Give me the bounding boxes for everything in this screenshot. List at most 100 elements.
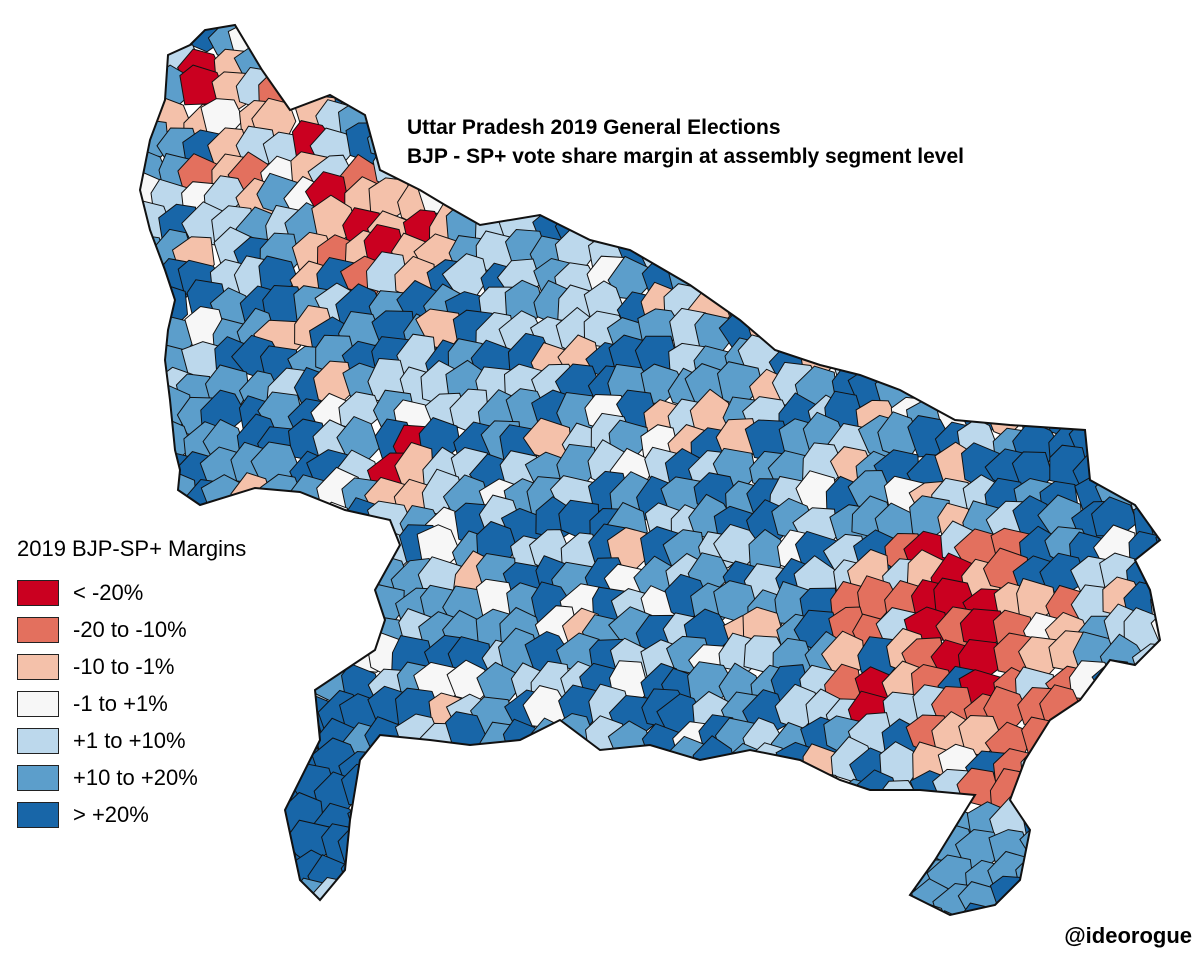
assembly-segment [260,25,309,61]
assembly-segment [1129,46,1160,91]
assembly-segment [777,280,823,323]
assembly-segment [722,906,766,915]
title-line-2: BJP - SP+ vote share margin at assembly … [407,145,964,168]
assembly-segment [662,877,709,915]
assembly-segment [1039,879,1085,915]
assembly-segment [140,361,167,406]
assembly-segment [1069,233,1113,279]
assembly-segment [686,770,735,812]
assembly-segment [140,881,144,915]
map-legend: 2019 BJP-SP+ Margins < -20% -20 to -10% -1… [17,536,246,833]
assembly-segment [556,764,600,814]
assembly-segment [1155,635,1160,675]
assembly-segment [722,67,771,114]
assembly-segment [361,820,406,866]
assembly-segment [1126,197,1160,240]
assembly-segment [1121,875,1160,915]
assembly-segment [1065,797,1106,841]
assembly-segment [1041,152,1089,200]
assembly-segment [826,305,875,351]
assembly-segment [206,880,252,915]
assembly-segment [1011,124,1052,170]
assembly-segment [585,769,636,811]
assembly-segment [368,774,415,818]
assembly-segment [878,25,922,26]
assembly-segment [1152,177,1160,225]
assembly-segment [1125,472,1160,514]
assembly-segment [1079,203,1119,247]
assembly-segment [1146,853,1160,894]
assembly-segment [503,25,548,58]
assembly-segment [1148,550,1160,597]
assembly-segment [342,25,386,55]
assembly-segment [634,748,679,793]
assembly-segment [804,25,846,61]
assembly-segment [611,858,657,901]
assembly-segment [396,37,439,87]
assembly-segment [799,794,845,838]
assembly-segment [848,73,896,115]
assembly-segment [694,250,737,298]
assembly-segment [1070,96,1112,140]
assembly-segment [769,254,818,300]
assembly-segment [1157,873,1160,915]
assembly-segment [474,33,518,84]
assembly-segment [1095,284,1143,328]
assembly-segment [792,830,841,875]
assembly-segment [140,25,160,40]
assembly-segment [140,66,169,109]
assembly-segment [774,25,824,60]
legend-label: < -20% [73,579,144,605]
assembly-segment [801,854,842,898]
assembly-segment [965,40,1008,81]
assembly-segment [1119,363,1160,403]
assembly-segment [140,394,170,440]
assembly-segment [750,25,793,64]
assembly-segment [638,768,685,814]
assembly-segment [1097,443,1137,489]
assembly-segment [854,288,901,334]
assembly-segment [609,40,656,87]
assembly-segment [931,181,976,226]
assembly-segment [343,39,385,82]
assembly-segment [882,44,925,88]
assembly-segment [906,205,956,253]
assembly-segment [1144,360,1160,403]
assembly-segment [1096,205,1139,250]
assembly-segment [140,177,141,226]
assembly-segment [369,102,412,147]
assembly-segment [1158,821,1160,861]
assembly-segment [855,40,901,86]
assembly-segment [609,769,654,817]
assembly-segment [988,36,1030,82]
assembly-segment [851,873,897,915]
assembly-segment [770,25,814,28]
assembly-segment [992,25,1034,65]
assembly-segment [899,343,949,384]
assembly-segment [826,25,868,60]
assembly-segment [723,25,771,38]
assembly-segment [556,799,597,841]
assembly-segment [606,25,654,29]
assembly-segment [986,257,1031,301]
assembly-segment [587,74,633,113]
assembly-segment [745,72,793,116]
assembly-segment [140,472,163,516]
assembly-segment [1036,203,1086,245]
assembly-segment [639,177,684,224]
assembly-segment [557,25,598,34]
assembly-segment [256,610,298,654]
assembly-segment [960,178,1001,227]
assembly-segment [1155,717,1160,759]
assembly-segment [875,178,920,221]
assembly-segment [1076,767,1120,814]
assembly-segment [721,880,765,915]
assembly-segment [506,854,554,898]
assembly-segment [994,25,1039,41]
assembly-segment [992,341,1038,381]
assembly-segment [1142,691,1160,735]
assembly-segment [1070,313,1113,362]
assembly-segment [1150,577,1160,623]
assembly-segment [140,25,143,31]
assembly-segment [743,182,785,225]
